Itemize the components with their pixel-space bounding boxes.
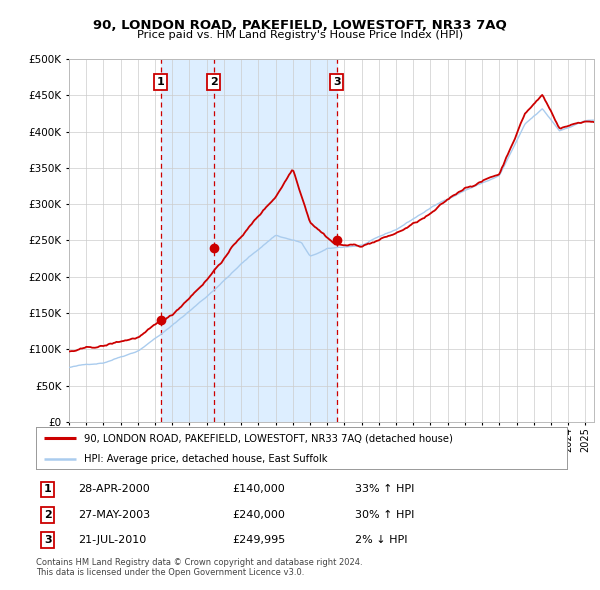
Text: Price paid vs. HM Land Registry's House Price Index (HPI): Price paid vs. HM Land Registry's House …: [137, 30, 463, 40]
Text: 28-APR-2000: 28-APR-2000: [79, 484, 150, 494]
Text: 27-MAY-2003: 27-MAY-2003: [79, 510, 151, 520]
Text: 33% ↑ HPI: 33% ↑ HPI: [355, 484, 414, 494]
Text: 3: 3: [333, 77, 340, 87]
Text: 1: 1: [157, 77, 164, 87]
Text: This data is licensed under the Open Government Licence v3.0.: This data is licensed under the Open Gov…: [36, 568, 304, 576]
Text: 30% ↑ HPI: 30% ↑ HPI: [355, 510, 414, 520]
Text: 21-JUL-2010: 21-JUL-2010: [79, 535, 147, 545]
Bar: [161, 59, 214, 422]
Text: Contains HM Land Registry data © Crown copyright and database right 2024.: Contains HM Land Registry data © Crown c…: [36, 558, 362, 567]
Text: £140,000: £140,000: [232, 484, 285, 494]
Text: 2: 2: [210, 77, 218, 87]
Text: 1: 1: [44, 484, 52, 494]
Text: 90, LONDON ROAD, PAKEFIELD, LOWESTOFT, NR33 7AQ (detached house): 90, LONDON ROAD, PAKEFIELD, LOWESTOFT, N…: [84, 434, 452, 444]
Bar: [214, 59, 337, 422]
Text: 90, LONDON ROAD, PAKEFIELD, LOWESTOFT, NR33 7AQ: 90, LONDON ROAD, PAKEFIELD, LOWESTOFT, N…: [93, 19, 507, 32]
Text: £249,995: £249,995: [232, 535, 286, 545]
Text: 2% ↓ HPI: 2% ↓ HPI: [355, 535, 407, 545]
Text: HPI: Average price, detached house, East Suffolk: HPI: Average price, detached house, East…: [84, 454, 327, 464]
Text: 3: 3: [44, 535, 52, 545]
Text: £240,000: £240,000: [232, 510, 286, 520]
Text: 2: 2: [44, 510, 52, 520]
